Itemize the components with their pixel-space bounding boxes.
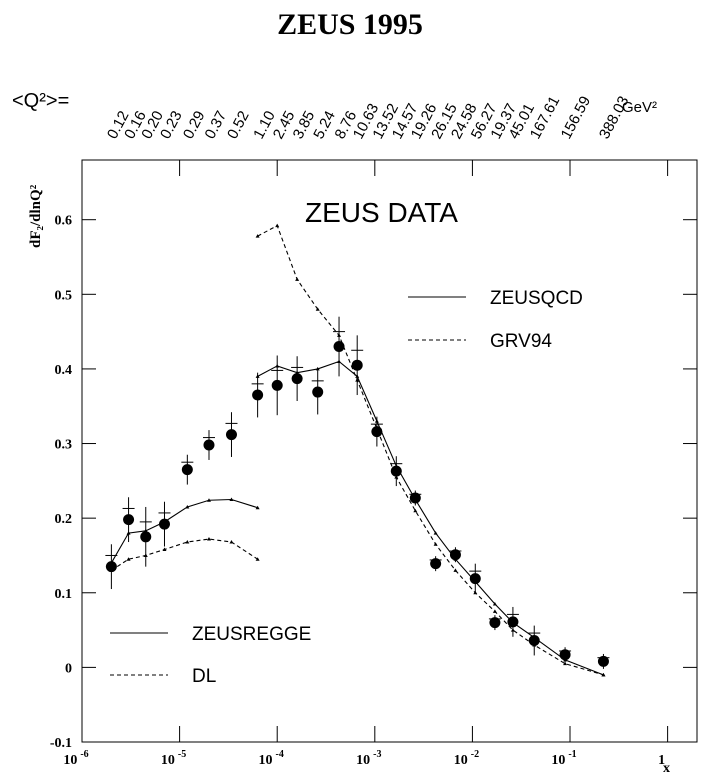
data-point <box>528 635 540 647</box>
line-marker <box>433 531 438 535</box>
data-point <box>449 549 461 561</box>
x-tick-exponent: -1 <box>568 749 576 760</box>
x-tick-exponent: -6 <box>80 749 88 760</box>
q2-label: 156.59 <box>558 93 595 142</box>
data-point <box>271 379 283 391</box>
line-series <box>111 538 258 571</box>
line-marker <box>453 568 458 572</box>
q2-unit: GeV² <box>622 99 657 116</box>
x-tick-exponent: -5 <box>178 749 186 760</box>
data-point <box>430 558 442 570</box>
x-tick-base: 1 <box>658 753 665 768</box>
data-point <box>105 561 117 573</box>
chart-title: ZEUS 1995 <box>277 8 423 41</box>
line-marker <box>315 366 320 371</box>
line-marker <box>185 504 190 509</box>
y-tick-label: 0.6 <box>55 214 73 229</box>
data-point <box>597 655 609 667</box>
x-tick-base: 10 <box>63 753 77 768</box>
y-tick-label: 0.4 <box>55 363 73 378</box>
y-axis-label: dF₂/dlnQ² <box>28 184 44 248</box>
x-tick-label: 10 -2 <box>454 749 479 768</box>
x-tick-base: 10 <box>259 753 273 768</box>
line-marker <box>126 557 131 561</box>
y-tick-label: 0 <box>65 661 72 676</box>
x-tick-label: 10 -6 <box>63 749 88 768</box>
x-tick-label: 10 -1 <box>551 749 576 768</box>
data-point <box>203 439 215 451</box>
x-tick-exponent: -2 <box>471 749 479 760</box>
line-marker <box>315 307 320 311</box>
legend-label: ZEUSQCD <box>490 288 583 309</box>
line-marker <box>206 498 211 502</box>
q2-label: 5.24 <box>310 108 339 142</box>
x-tick-label: 1 <box>658 753 665 768</box>
x-tick-label: 10 -4 <box>259 749 284 768</box>
plot-frame <box>81 159 698 743</box>
x-tick-label: 10 -5 <box>161 749 186 768</box>
data-point <box>123 514 135 526</box>
y-tick-label: -0.1 <box>50 736 72 751</box>
line-marker <box>162 547 167 551</box>
y-tick-label: 0.5 <box>55 288 73 303</box>
data-point <box>181 464 193 476</box>
line-marker <box>492 601 497 606</box>
legend-label: GRV94 <box>490 331 552 352</box>
data-point <box>158 518 170 530</box>
y-tick-label: 0.2 <box>55 512 73 527</box>
line-marker <box>295 277 300 281</box>
data-point <box>333 341 345 353</box>
data-point <box>225 429 237 441</box>
x-tick-exponent: -4 <box>276 749 284 760</box>
x-tick-base: 10 <box>161 753 175 768</box>
line-series <box>110 498 258 564</box>
y-tick-label: 0.1 <box>55 587 73 602</box>
line-marker <box>413 508 418 513</box>
data-point <box>371 426 383 438</box>
x-tick-base: 10 <box>454 753 468 768</box>
legend-label: ZEUSREGGE <box>192 624 311 645</box>
line-marker <box>229 497 234 501</box>
line-marker <box>255 557 260 561</box>
q2-prefix: <Q²>= <box>12 90 69 112</box>
line-marker <box>185 540 190 544</box>
x-tick-label: 10 -3 <box>356 749 381 768</box>
data-point <box>409 492 421 504</box>
line-marker <box>492 609 497 613</box>
x-tick-base: 10 <box>356 753 370 768</box>
line-marker <box>229 540 234 544</box>
line-marker <box>255 505 260 510</box>
q2-label: 388.03 <box>596 93 633 142</box>
legend-label: DL <box>192 666 216 687</box>
line-series <box>257 224 604 676</box>
y-tick-label: 0.3 <box>55 438 73 453</box>
line-marker <box>255 234 260 238</box>
line-marker <box>563 661 568 666</box>
data-point <box>390 465 402 477</box>
line-marker <box>601 672 606 677</box>
q2-label: 0.52 <box>224 108 253 142</box>
data-point <box>312 386 324 398</box>
data-point <box>559 649 571 661</box>
data-point <box>489 617 501 629</box>
annotation: ZEUS DATA <box>305 197 458 228</box>
x-tick-exponent: -3 <box>373 749 381 760</box>
line-marker <box>206 537 211 541</box>
q2-label: 0.37 <box>202 108 231 142</box>
data-point <box>507 616 519 628</box>
data-point <box>351 359 363 371</box>
x-axis-label: x <box>663 761 670 776</box>
line-marker <box>275 223 280 228</box>
data-point <box>291 373 303 385</box>
q2-label: 0.29 <box>180 108 209 142</box>
data-point <box>469 573 481 585</box>
x-tick-base: 10 <box>551 753 565 768</box>
data-point <box>140 531 152 543</box>
data-point <box>252 389 264 401</box>
line-marker <box>433 542 438 546</box>
